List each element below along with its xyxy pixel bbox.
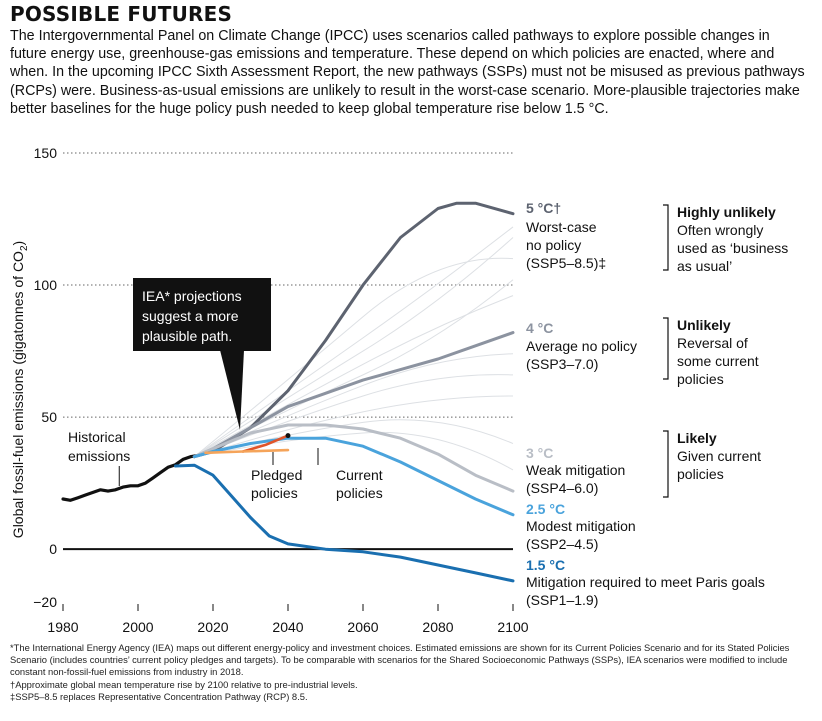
likelihood-heading: Likely	[677, 430, 717, 446]
footnote-temperature: †Approximate global mean temperature ris…	[10, 678, 358, 690]
scenario-label: Modest mitigation	[526, 518, 636, 534]
x-tick-label: 2020	[197, 619, 228, 635]
scenario-label: no policy	[526, 237, 581, 253]
likelihood-text: policies	[677, 466, 724, 482]
scenario-label: Mitigation required to meet Paris goals	[526, 574, 765, 590]
series-line-0	[61, 451, 208, 502]
grid-lines	[63, 152, 513, 551]
axes: −20 0 50 100 150 1980 2000 2020 2040 2060 2080 2100…	[10, 145, 529, 635]
scenario-label: (SSP5–8.5)‡	[526, 255, 606, 271]
series-line-2	[192, 331, 515, 459]
iea-callout-text: suggest a more	[142, 308, 239, 324]
background-scenario-line	[194, 374, 514, 458]
x-tick-label: 2060	[347, 619, 378, 635]
iea-callout-box	[133, 278, 271, 351]
x-tick-label: 2080	[422, 619, 453, 635]
pledged-label: policies	[251, 485, 298, 501]
x-tick-label: 2100	[497, 619, 528, 635]
scenario-temp-label: 1.5 °C	[526, 557, 565, 573]
likelihood-bracket	[663, 430, 669, 498]
series-line-7	[204, 448, 290, 455]
iea-callout-pointer	[220, 350, 244, 430]
background-scenario-line	[194, 295, 514, 458]
series-lines	[61, 201, 515, 583]
likelihood-text: used as ‘business	[677, 240, 788, 256]
likelihood-heading: Unlikely	[677, 317, 731, 333]
scenario-label: (SSP4–6.0)	[526, 480, 598, 496]
likelihood-text: Given current	[677, 448, 761, 464]
y-tick-label: −20	[33, 594, 57, 610]
historical-label: emissions	[68, 448, 130, 464]
intro-paragraph: The Intergovernmental Panel on Climate C…	[10, 28, 805, 117]
scenario-temp-label: 2.5 °C	[526, 501, 565, 517]
likelihood-text: policies	[677, 371, 724, 387]
scenario-label: (SSP1–1.9)	[526, 592, 598, 608]
chart-labels: 5 °C† Worst-case no policy (SSP5–8.5)‡ 4 °C A…	[68, 200, 788, 608]
series-line-3	[192, 423, 515, 493]
series-line-4	[192, 436, 515, 517]
likelihood-text: as usual’	[677, 258, 732, 274]
series-line-6	[241, 434, 290, 453]
y-axis-label: Global fossil-fuel emissions (gigatonnes…	[10, 241, 30, 538]
background-scenario-line	[194, 431, 514, 471]
scenario-temp-label: 5 °C†	[526, 200, 561, 216]
scenario-label: Worst-case	[526, 219, 597, 235]
chart-title: POSSIBLE FUTURES	[10, 2, 233, 26]
scenario-label: Weak mitigation	[526, 462, 625, 478]
iea-callout-text: IEA* projections	[142, 288, 242, 304]
iea-callout-text: plausible path.	[142, 328, 232, 344]
y-tick-label: 0	[49, 541, 57, 557]
emissions-chart: −20 0 50 100 150 1980 2000 2020 2040 2060 2080 2100…	[10, 145, 788, 635]
y-tick-label: 100	[34, 277, 58, 293]
scenario-label: Average no policy	[526, 338, 637, 354]
background-scenario-line	[193, 257, 514, 458]
iea-end-dot	[285, 433, 291, 439]
current-label: Current	[336, 467, 383, 483]
background-scenario-line	[193, 226, 514, 458]
scenario-label: (SSP3–7.0)	[526, 356, 598, 372]
footnote-ssp585: ‡SSP5–8.5 replaces Representative Concen…	[10, 690, 308, 702]
x-tick-label: 1980	[47, 619, 78, 635]
pledged-label: Pledged	[251, 467, 302, 483]
current-label: policies	[336, 485, 383, 501]
footnote-iea: *The International Energy Agency (IEA) m…	[10, 642, 790, 678]
likelihood-text: Reversal of	[677, 335, 748, 351]
likelihood-text: some current	[677, 353, 759, 369]
x-tick-label: 2000	[122, 619, 153, 635]
likelihood-bracket	[663, 317, 669, 380]
likelihood-bracket	[663, 204, 669, 271]
scenario-temp-label: 4 °C	[526, 320, 553, 336]
x-tick-label: 2040	[272, 619, 303, 635]
historical-label: Historical	[68, 429, 126, 445]
scenario-temp-label: 3 °C	[526, 445, 553, 461]
footnotes: *The International Energy Agency (IEA) m…	[10, 642, 815, 703]
likelihood-heading: Highly unlikely	[677, 204, 776, 220]
likelihood-text: Often wrongly	[677, 222, 763, 238]
series-line-5	[174, 463, 515, 583]
y-tick-label: 150	[34, 145, 58, 161]
y-tick-label: 50	[41, 409, 57, 425]
scenario-label: (SSP2–4.5)	[526, 536, 598, 552]
background-scenario-line	[194, 395, 514, 458]
background-scenario-line	[193, 237, 514, 458]
